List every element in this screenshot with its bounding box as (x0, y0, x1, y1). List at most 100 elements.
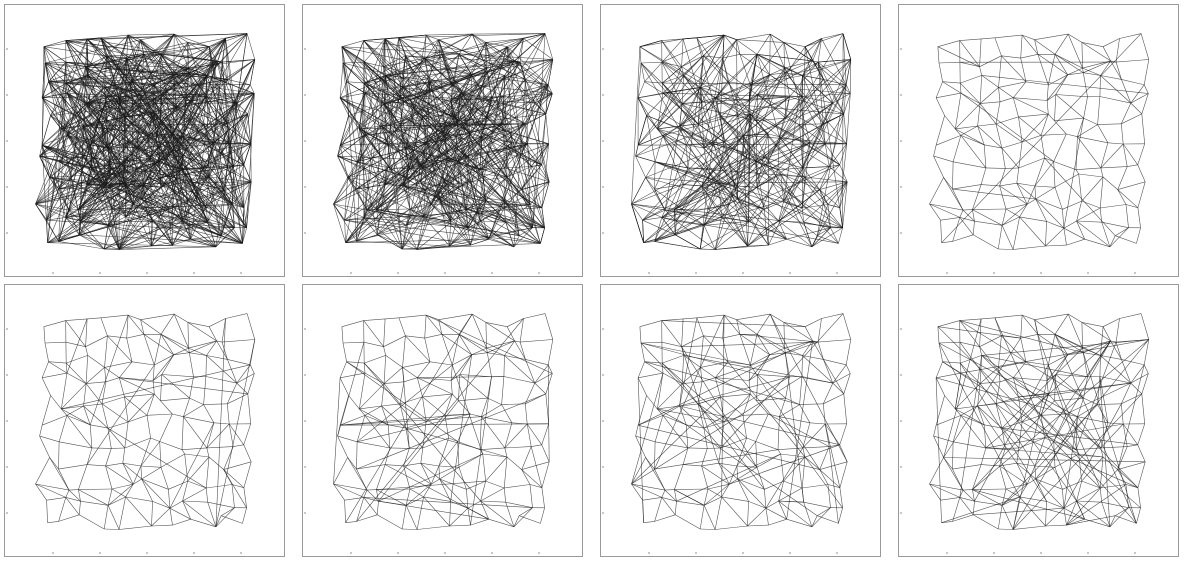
graph-edge (35, 177, 50, 205)
graph-edge (1115, 62, 1122, 80)
graph-edge (1055, 74, 1068, 95)
graph-edge (485, 456, 508, 482)
graph-edge (780, 453, 784, 482)
graph-edge (104, 361, 133, 368)
graph-edge (960, 415, 985, 426)
graph-edge (216, 340, 228, 360)
graph-edge (1100, 355, 1132, 384)
graph-edge (799, 404, 811, 423)
graph-edge (127, 35, 183, 222)
graph-edge (58, 124, 204, 242)
graph-edge (839, 143, 847, 208)
graph-edge (159, 54, 162, 162)
graph-edge (425, 34, 522, 190)
graph-panel-2 (302, 4, 583, 277)
graph-edge (657, 128, 779, 222)
graph-edge (1034, 185, 1056, 188)
graph-edge (654, 241, 701, 250)
graph-edge (504, 447, 508, 458)
graph-edge (750, 354, 770, 366)
graph-edge (417, 97, 542, 166)
graph-edge (480, 487, 505, 502)
graph-edge (747, 169, 779, 247)
graph-edge (631, 84, 847, 205)
graph-edge (674, 488, 709, 490)
graph-edge (1019, 496, 1047, 502)
graph-edge (363, 61, 533, 228)
graph-edge (1001, 55, 1027, 83)
graph-edge (169, 500, 183, 509)
graph-edge (337, 435, 358, 443)
graph-edge (974, 500, 1003, 506)
graph-edge (1063, 508, 1067, 526)
graph-edge (1016, 182, 1036, 200)
graph-edge (661, 497, 676, 515)
graph-edge (364, 405, 382, 416)
graph-edge (341, 320, 364, 327)
graph-edge (420, 182, 520, 236)
graph-edge (972, 400, 1055, 490)
graph-edge (960, 415, 987, 449)
graph-edge (39, 87, 105, 157)
graph-edge (44, 62, 255, 94)
graph-edge (208, 176, 252, 183)
graph-edge (959, 209, 964, 218)
graph-edge (959, 82, 981, 104)
graph-edge (637, 135, 664, 146)
axis-ticks (602, 328, 838, 554)
graph-edge (547, 339, 554, 365)
graph-edge (58, 38, 226, 190)
graph-edge (35, 147, 109, 205)
graph-edge (339, 62, 344, 98)
graph-edge (43, 46, 67, 63)
graph-edge (960, 125, 978, 136)
graph-edge (1115, 507, 1129, 516)
graph-edge (487, 72, 545, 228)
graph-edge (637, 97, 843, 229)
graph-edge (645, 457, 666, 491)
graph-edge (402, 33, 546, 88)
graph-edge (161, 94, 215, 144)
graph-edge (519, 38, 524, 63)
graph-edge (933, 145, 937, 157)
graph-edge (1076, 220, 1111, 248)
graph-edge (356, 514, 378, 522)
graph-edge (487, 397, 502, 405)
graph-edge (152, 501, 171, 509)
graph-edge (337, 155, 368, 211)
graph-edge (1076, 207, 1101, 222)
graph-edge (1045, 524, 1067, 527)
graph-edge (801, 142, 811, 209)
graph-edge (172, 413, 184, 417)
graph-edge (700, 87, 716, 98)
graph-edge (817, 507, 831, 516)
graph-edge (547, 59, 554, 85)
graph-edge (845, 339, 852, 365)
graph-edge (674, 102, 833, 210)
graph-edge (242, 227, 247, 244)
graph-edge (802, 75, 824, 80)
graph-edge (154, 334, 162, 366)
graph-edge (425, 34, 439, 40)
graph-edge (936, 372, 962, 379)
graph-edge (467, 508, 471, 526)
graph-edge (1045, 507, 1065, 527)
graph-edge (438, 441, 458, 467)
graph-edge (769, 352, 786, 356)
graph-edge (802, 38, 822, 76)
graph-edge (1067, 72, 1084, 76)
graph-edge (1053, 441, 1056, 468)
graph-edge (972, 221, 975, 235)
graph-edge (458, 397, 488, 402)
graph-edge (422, 421, 427, 449)
graph-edge (1034, 157, 1045, 187)
graph-edge (458, 374, 461, 401)
graph-edge (470, 518, 489, 526)
graph-edge (376, 488, 411, 490)
graph-edge (960, 339, 1149, 374)
graph-edge (450, 501, 469, 509)
graph-edge (742, 415, 747, 439)
graph-edge (674, 501, 677, 515)
graph-edge (809, 422, 826, 425)
graph-edge (246, 33, 256, 60)
